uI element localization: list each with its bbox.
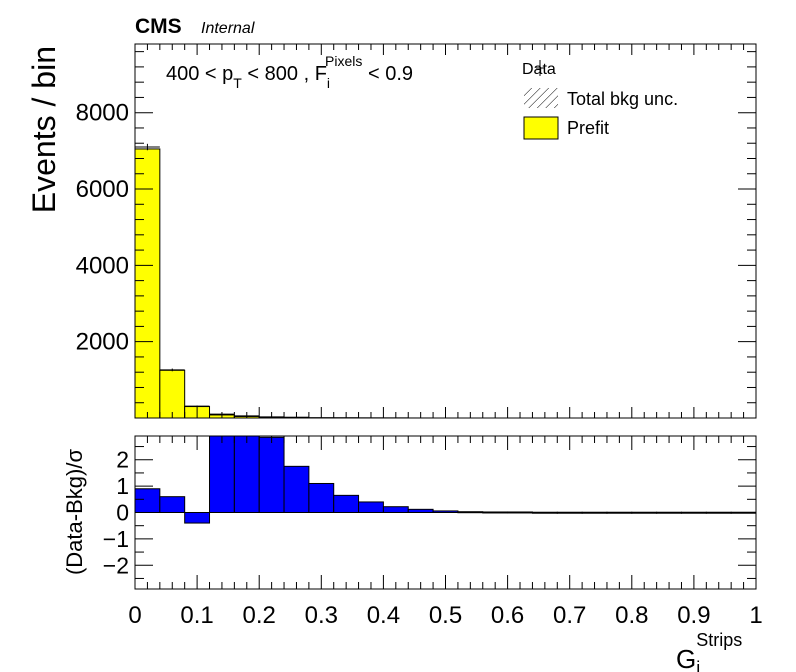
ratio-bar: [581, 511, 608, 514]
ratio-bar: [258, 436, 285, 514]
ratio-bar: [407, 508, 434, 513]
ratio-bar: [680, 511, 707, 514]
y-tick-label: 4000: [76, 252, 129, 279]
ratio-histogram: [134, 435, 757, 524]
data-point: [184, 405, 210, 407]
ratio-bar: [631, 511, 658, 514]
x-axis: 0 0.1 0.2 0.3 0.4 0.5 0.6 0.7 0.8 0.9 1: [128, 436, 763, 629]
ratio-bar: [507, 511, 533, 514]
ratio-bar: [159, 496, 186, 514]
ratio-bar: [432, 510, 459, 513]
selection-label: 400 < pT < 800 , FiPixels < 0.9: [166, 53, 413, 91]
ratio-bar: [457, 511, 484, 514]
legend-prefit-swatch: [523, 116, 559, 140]
y-axis-title: Events / bin: [26, 46, 62, 213]
ratio-bar: [705, 511, 732, 514]
x-tick-label: 0.8: [615, 602, 648, 629]
x-tick-label: 1: [749, 602, 762, 629]
legend-prefit-label: Prefit: [567, 118, 609, 138]
x-axis-title: GiStrips: [676, 630, 742, 672]
main-x-ticks: [134, 44, 757, 418]
x-tick-label: 0.6: [491, 602, 524, 629]
x-tick-label: 0.5: [429, 602, 462, 629]
ratio-bar: [358, 501, 384, 513]
ratio-y-tick-label: 0: [116, 500, 129, 526]
status-label: Internal: [201, 20, 255, 37]
y-tick-label: 6000: [76, 176, 129, 203]
x-tick-label: 0: [128, 602, 141, 629]
x-tick-label: 0.2: [243, 602, 276, 629]
x-tick-label: 0.4: [367, 602, 400, 629]
ratio-bar: [283, 465, 310, 514]
ratio-bar: [184, 512, 211, 524]
ratio-y-tick-label: 2: [116, 447, 129, 473]
x-tick-label: 0.3: [305, 602, 338, 629]
legend-unc-label: Total bkg unc.: [567, 89, 678, 109]
ratio-y-axis-title: (Data-Bkg)/σ: [62, 449, 87, 575]
prefit-histogram: [134, 148, 434, 419]
ratio-bar: [606, 511, 633, 514]
ratio-bar: [382, 506, 409, 514]
main-panel: 2000 4000 6000 8000: [76, 43, 757, 419]
data-point: [159, 368, 185, 372]
legend: Data Total bkg unc. Prefit: [522, 60, 678, 140]
ratio-bar: [308, 482, 335, 513]
ratio-bar: [134, 488, 161, 513]
ratio-bar: [531, 511, 558, 514]
prefit-bar: [134, 148, 161, 419]
ratio-bar: [333, 494, 360, 514]
ratio-y-tick-label: 1: [116, 473, 129, 499]
ratio-bar: [233, 435, 260, 513]
ratio-bar: [556, 511, 583, 514]
main-y-axis: 2000 4000 6000 8000: [76, 51, 756, 404]
x-tick-label: 0.9: [677, 602, 710, 629]
experiment-label: CMS: [135, 15, 182, 38]
legend-data-label: Data: [522, 61, 556, 78]
legend-unc-swatch: [524, 88, 558, 108]
ratio-y-tick-label: −2: [103, 552, 129, 578]
y-tick-label: 8000: [76, 100, 129, 127]
data-point: [135, 143, 160, 151]
y-tick-label: 2000: [76, 329, 129, 356]
x-tick-label: 0.1: [180, 602, 213, 629]
ratio-bar: [656, 511, 682, 514]
ratio-bar: [482, 511, 509, 514]
ratio-y-tick-label: −1: [103, 526, 129, 552]
prefit-bar: [159, 369, 186, 419]
ratio-bar: [209, 435, 235, 513]
x-tick-label: 0.7: [553, 602, 586, 629]
